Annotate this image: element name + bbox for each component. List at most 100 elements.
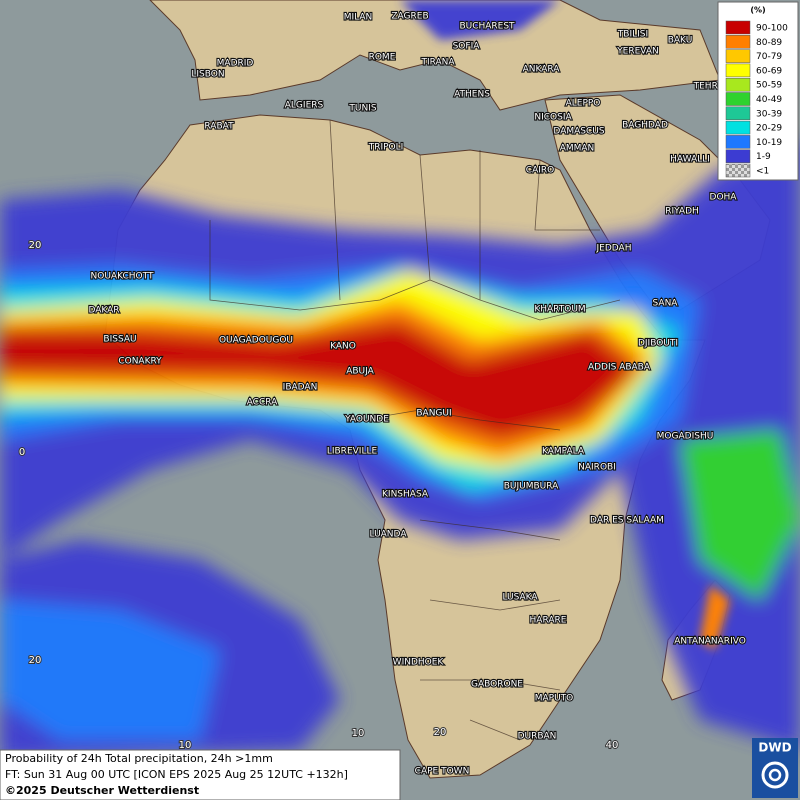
city-label: BAGHDAD [622,121,668,131]
city-label: WINDHOEK [393,658,445,668]
city-label: BUCHAREST [459,22,515,32]
footer-line: FT: Sun 31 Aug 00 UTC [ICON EPS 2025 Aug… [5,768,348,781]
city-label: SOFIA [453,42,481,52]
legend-swatch [725,149,751,163]
grid-label: 10 [352,728,365,739]
city-label: OUAGADOUGOU [219,336,293,346]
legend-swatch [725,92,751,106]
city-label: RIYADH [665,207,699,217]
city-label: MADRID [217,59,254,69]
city-label: ANTANANARIVO [674,637,746,647]
city-label: GABORONE [471,680,523,690]
city-label: NAIROBI [578,463,616,473]
city-label: CAPE TOWN [415,767,470,777]
city-label: TUNIS [348,104,376,114]
logo-icon [768,768,782,782]
footer: Probability of 24h Total precipitation, … [0,738,798,800]
legend-swatch [725,163,751,178]
city-label: ALEPPO [566,99,601,109]
city-label: ATHENS [454,90,490,100]
city-label: CAIRO [526,166,554,176]
legend-label: 90-100 [756,24,788,34]
legend-label: 50-59 [756,81,782,91]
legend-swatch [725,35,751,49]
city-label: DAR ES SALAAM [590,516,664,526]
city-label: BAKU [668,36,693,46]
city-label: HARARE [530,616,567,626]
borders [209,119,621,741]
legend-label: 20-29 [756,124,782,134]
precipitation-field [0,0,800,760]
footer-line: Probability of 24h Total precipitation, … [5,752,273,765]
legend-swatch [725,120,751,135]
legend-label: 70-79 [756,52,782,62]
city-label: MILAN [344,13,373,23]
city-label: KHARTOUM [534,305,585,315]
city-label: MAPUTO [535,694,574,704]
city-label: NICOSIA [534,113,572,123]
city-label: ANKARA [523,65,561,75]
city-label: NOUAKCHOTT [91,272,154,282]
logo-text: DWD [758,741,791,755]
city-label: DAKAR [88,306,119,316]
legend-label: 10-19 [756,138,782,148]
legend-label: 40-49 [756,95,782,105]
legend-swatch [725,49,751,63]
city-label: IBADAN [283,383,318,393]
city-label: ABUJA [346,367,374,377]
grid-label: 40 [606,740,619,751]
city-label: ZAGREB [391,12,428,22]
city-label: BISSAU [103,335,136,345]
legend-swatch [725,135,751,149]
city-label: LUANDA [370,530,408,540]
city-label: CONAKRY [118,357,162,367]
footer-line: ©2025 Deutscher Wetterdienst [5,784,199,797]
city-label: BUJUMBURA [504,482,559,492]
footer-box [0,749,401,800]
legend-label: 60-69 [756,66,782,76]
legend-swatch [725,63,751,78]
city-label: KAMPALA [542,447,585,457]
city-label: SANA [653,299,679,309]
city-label: ADDIS ABABA [588,363,651,373]
legend-swatch [725,20,751,35]
grid-label: 20 [29,240,42,251]
city-label: TBILISI [617,30,648,40]
city-label: LISBON [191,70,224,80]
city-label: HAWALLI [670,155,710,165]
city-label: LUSAKA [502,593,538,603]
city-label: MOGADISHU [657,432,714,442]
legend-title: (%) [750,6,765,15]
city-label: ACCRA [247,398,278,408]
logo-icon [761,761,789,789]
legend-swatch [725,77,751,92]
city-label: LIBREVILLE [327,447,378,457]
grid-label: 0 [19,447,25,458]
city-label: AMMAN [560,144,595,154]
legend: (%) 90-100 80-89 70-79 60-69 50-59 40-49 30-39… [717,1,799,181]
city-label: DURBAN [518,732,557,742]
grid-label: 10 [179,740,192,751]
city-label: YAOUNDE [344,415,389,425]
city-label: JEDDAH [596,244,632,254]
legend-label: 1-9 [756,152,771,162]
city-label: DOHA [710,193,738,203]
city-label: TRIPOLI [368,143,404,153]
city-label: BANGUI [416,409,451,419]
city-label: DAMASCUS [553,127,604,137]
legend-swatch [725,106,751,121]
city-label: TIRANA [420,58,455,68]
grid-label: 20 [29,655,42,666]
legend-label: 80-89 [756,38,782,48]
city-label: DJIBOUTI [638,339,678,349]
city-label: KANO [330,342,356,352]
legend-label: 30-39 [756,109,782,119]
legend-label: <1 [756,167,769,177]
city-label: ALGIERS [285,101,324,111]
city-label: RABAT [204,122,234,132]
city-label: YEREVAN [616,47,659,57]
grid-label: 20 [434,727,447,738]
city-label: KINSHASA [382,490,429,500]
